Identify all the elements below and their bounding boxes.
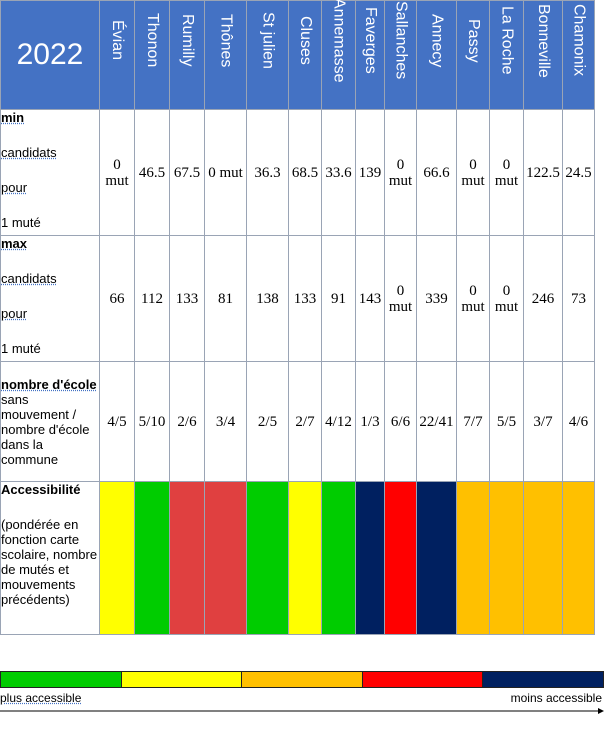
schools-cell: 3/7 [523,361,563,482]
max-cell: 91 [321,235,356,362]
schools-cell: 4/6 [562,361,595,482]
accessibility-color-cell [169,481,205,635]
accessibility-color-scale [0,671,604,688]
schools-cell: 2/7 [288,361,322,482]
schools-cell: 4/5 [99,361,135,482]
scale-swatch [362,672,484,687]
max-cell: 138 [246,235,289,362]
year-header: 2022 [0,0,100,110]
schools-cell: 3/4 [204,361,247,482]
accessibility-row: Accessibilité (pondérée en fonction cart… [0,481,595,635]
accessibility-color-cell [246,481,289,635]
min-row: min candidats pour 1 muté 0 mut 46.5 67.… [0,109,595,236]
town-header: Thônes [204,0,247,110]
accessibility-color-cell [355,481,385,635]
max-cell: 143 [355,235,385,362]
min-cell: 33.6 [321,109,356,236]
schools-cell: 4/12 [321,361,356,482]
scale-swatch [121,672,243,687]
max-cell: 0 mut [384,235,417,362]
town-header: Passy [456,0,490,110]
town-header: Annecy [416,0,457,110]
accessibility-table: 2022 Évian Thonon Rumilly Thônes St juli… [0,0,595,635]
schools-cell: 5/10 [134,361,170,482]
legend-left-label: plus accessible [0,691,82,705]
min-cell: 0 mut [384,109,417,236]
accessibility-color-cell [456,481,490,635]
max-cell: 73 [562,235,595,362]
min-cell: 0 mut [99,109,135,236]
town-header: La Roche [489,0,524,110]
min-cell: 36.3 [246,109,289,236]
arrow-right-icon [0,708,604,714]
max-cell: 0 mut [489,235,524,362]
schools-cell: 5/5 [489,361,524,482]
town-header: Évian [99,0,135,110]
max-cell: 81 [204,235,247,362]
town-header: Thonon [134,0,170,110]
town-header: Rumilly [169,0,205,110]
max-cell: 339 [416,235,457,362]
max-row: max candidats pour 1 muté 66 112 133 81 … [0,235,595,362]
accessibility-color-cell [523,481,563,635]
accessibility-color-cell [384,481,417,635]
min-cell: 0 mut [204,109,247,236]
min-cell: 67.5 [169,109,205,236]
min-cell: 66.6 [416,109,457,236]
accessibility-color-cell [321,481,356,635]
min-cell: 24.5 [562,109,595,236]
max-cell: 66 [99,235,135,362]
town-header: Annemasse [321,0,356,110]
min-cell: 139 [355,109,385,236]
min-cell: 0 mut [489,109,524,236]
schools-cell: 1/3 [355,361,385,482]
min-cell: 68.5 [288,109,322,236]
accessibility-color-cell [288,481,322,635]
max-cell: 112 [134,235,170,362]
town-header: Bonneville [523,0,563,110]
accessibility-color-cell [416,481,457,635]
schools-row: nombre d'école sans mouvement / nombre d… [0,361,595,482]
schools-row-label: nombre d'école sans mouvement / nombre d… [0,361,100,482]
town-header: Sallanches [384,0,417,110]
schools-cell: 6/6 [384,361,417,482]
max-cell: 133 [288,235,322,362]
max-cell: 0 mut [456,235,490,362]
legend-right-label: moins accessible [510,691,602,705]
min-cell: 46.5 [134,109,170,236]
min-cell: 122.5 [523,109,563,236]
scale-swatch [1,672,122,687]
accessibility-color-cell [489,481,524,635]
town-header: Chamonix [562,0,595,110]
town-header: Cluses [288,0,322,110]
min-row-label: min candidats pour 1 muté [0,109,100,236]
scale-swatch [483,672,603,687]
accessibility-color-cell [134,481,170,635]
town-header: Faverges [355,0,385,110]
schools-cell: 7/7 [456,361,490,482]
min-cell: 0 mut [456,109,490,236]
schools-cell: 2/5 [246,361,289,482]
scale-swatch [242,672,363,687]
max-cell: 133 [169,235,205,362]
town-header: St julien [246,0,289,110]
schools-cell: 22/41 [416,361,457,482]
max-row-label: max candidats pour 1 muté [0,235,100,362]
header-row: 2022 Évian Thonon Rumilly Thônes St juli… [0,0,595,110]
schools-cell: 2/6 [169,361,205,482]
accessibility-color-cell [562,481,595,635]
accessibility-color-cell [99,481,135,635]
max-cell: 246 [523,235,563,362]
accessibility-row-label: Accessibilité (pondérée en fonction cart… [0,481,100,635]
accessibility-color-cell [204,481,247,635]
